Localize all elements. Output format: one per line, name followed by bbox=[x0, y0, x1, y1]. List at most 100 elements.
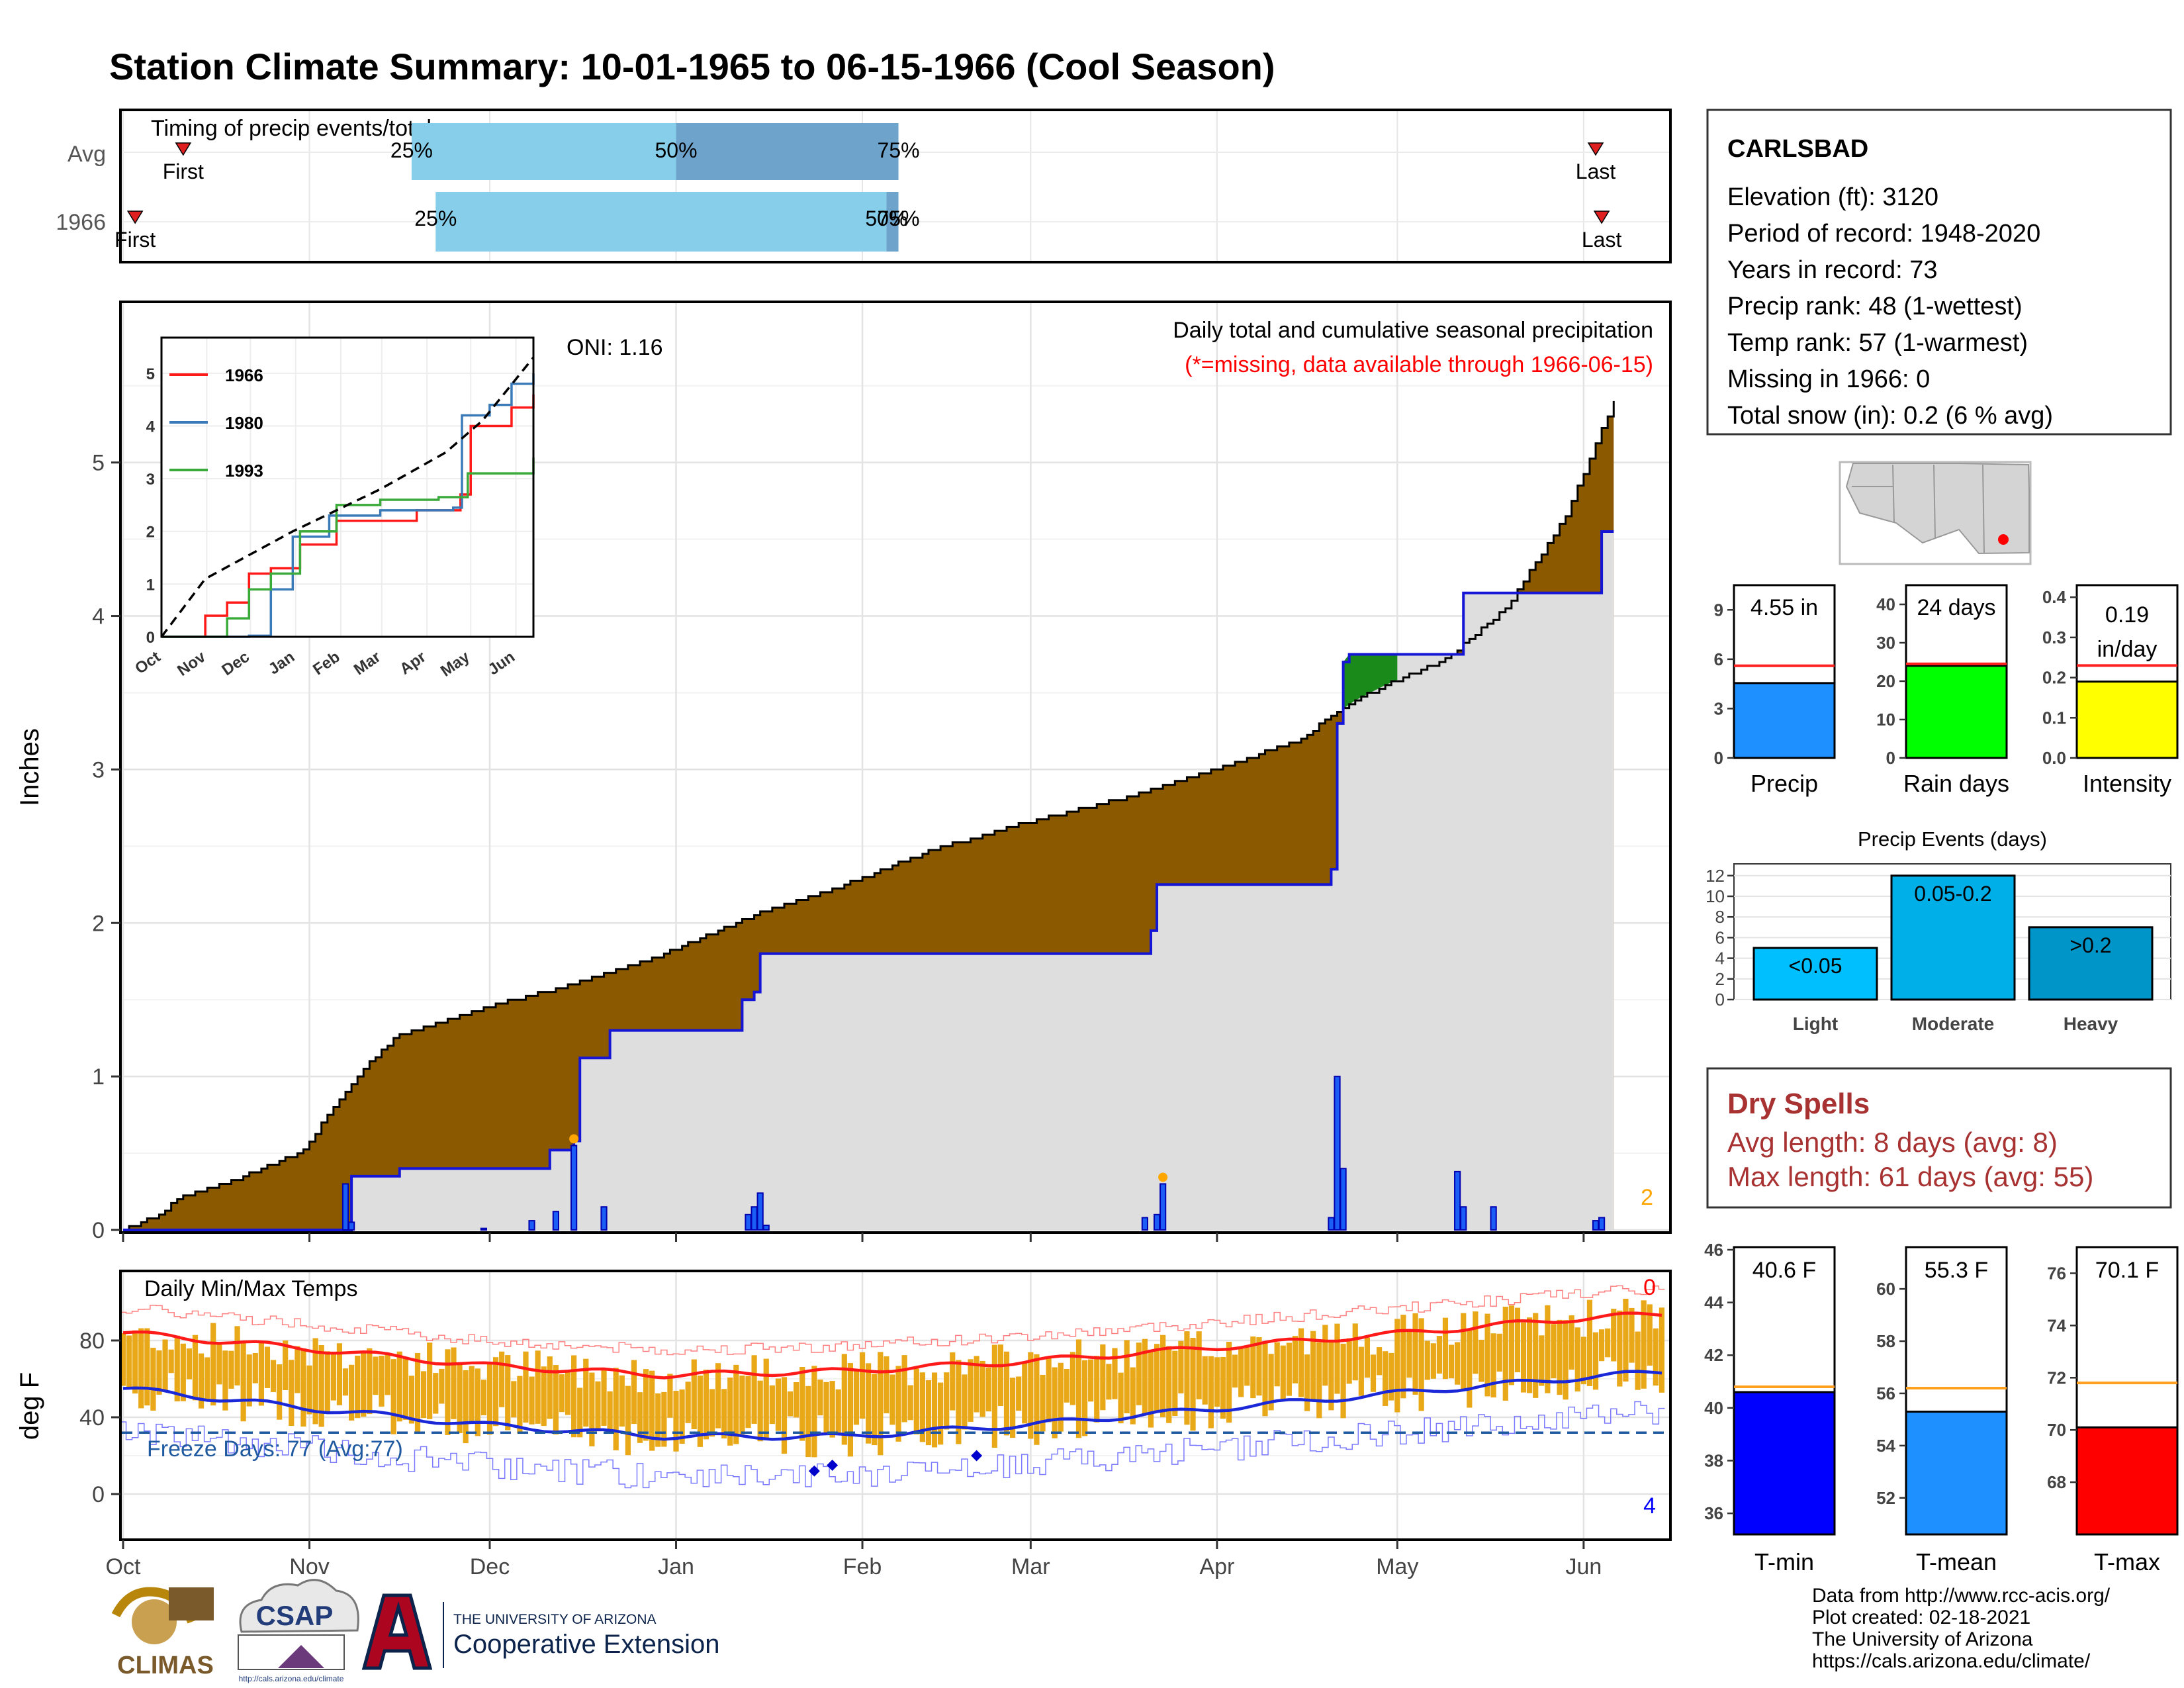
max-daily-marker bbox=[1158, 1172, 1168, 1182]
inset-series-line bbox=[161, 457, 535, 638]
temp-summary-tick-label: 40 bbox=[1704, 1398, 1723, 1418]
timing-panel: Timing of precip events/totals Avg 1966 … bbox=[56, 109, 1672, 263]
daily-temp-bar bbox=[1352, 1323, 1358, 1381]
daily-temp-bar bbox=[1022, 1362, 1028, 1424]
daily-temp-bar bbox=[733, 1364, 739, 1444]
mini-bar-value bbox=[1733, 682, 1836, 759]
daily-temp-bar bbox=[1262, 1342, 1268, 1417]
temp-ytick-label: 40 bbox=[79, 1405, 105, 1430]
credits-block: Data from http://www.rcc-acis.org/Plot c… bbox=[1812, 1585, 2111, 1672]
daily-precip-bar bbox=[762, 1225, 770, 1231]
temp-summary-tick-label: 74 bbox=[2047, 1315, 2066, 1335]
daily-temp-bar bbox=[1178, 1340, 1184, 1393]
daily-temp-bar bbox=[595, 1381, 601, 1432]
temp-summary-tick-label: 68 bbox=[2047, 1472, 2066, 1492]
timing-title: Timing of precip events/totals bbox=[151, 116, 443, 141]
daily-temp-bar bbox=[1100, 1344, 1106, 1411]
csap-url: http://cals.arizona.edu/climate bbox=[239, 1674, 344, 1683]
month-label: Jan bbox=[658, 1554, 694, 1579]
daily-temp-bar bbox=[938, 1382, 944, 1445]
daily-precip-bar bbox=[1153, 1213, 1161, 1231]
daily-temp-bar bbox=[1202, 1356, 1208, 1405]
mini-bar-tick-label: 0.2 bbox=[2042, 668, 2066, 688]
csap-logo-text: CSAP bbox=[256, 1600, 334, 1631]
summary-bar-charts: 4.55 in 0 3 6 9 Precip 24 days 0 10 20 30 40 Rain da… bbox=[1714, 584, 2179, 797]
temp-ytick-label: 80 bbox=[79, 1329, 105, 1354]
mini-bar-category-label: Rain days bbox=[1903, 770, 2009, 797]
daily-temp-bar bbox=[517, 1376, 523, 1434]
daily-temp-bar bbox=[469, 1366, 475, 1422]
mini-bar-tick-label: 0.3 bbox=[2042, 628, 2066, 647]
daily-temp-bar bbox=[1256, 1337, 1262, 1396]
station-info-line: Total snow (in): 0.2 (6 % avg) bbox=[1727, 402, 2053, 430]
station-info-box: CARLSBAD Elevation (ft): 3120 Period of r… bbox=[1706, 109, 2172, 436]
daily-temp-bar bbox=[1232, 1354, 1238, 1388]
daily-temp-bar bbox=[492, 1357, 499, 1427]
daily-temp-bar bbox=[1527, 1317, 1533, 1393]
daily-temp-bar bbox=[1268, 1354, 1274, 1411]
daily-temp-bar bbox=[1034, 1354, 1040, 1445]
daily-temp-bar bbox=[373, 1356, 379, 1395]
daily-temp-bar bbox=[499, 1351, 505, 1407]
daily-temp-bar bbox=[968, 1359, 974, 1422]
daily-temp-bar bbox=[805, 1385, 811, 1458]
daily-temp-bar bbox=[637, 1392, 643, 1443]
temp-summary-bar bbox=[2075, 1426, 2179, 1536]
temp-summary-tick-label: 56 bbox=[1876, 1383, 1895, 1403]
daily-temp-bar bbox=[120, 1333, 126, 1386]
daily-temp-bar bbox=[367, 1348, 373, 1415]
daily-temp-bar bbox=[1455, 1342, 1461, 1385]
record-low-marker bbox=[808, 1465, 820, 1477]
daily-temp-bar bbox=[535, 1350, 541, 1424]
daily-temp-bar bbox=[144, 1328, 150, 1406]
daily-temp-bar bbox=[1124, 1340, 1130, 1414]
daily-temp-bar bbox=[475, 1368, 480, 1436]
events-bar bbox=[1752, 947, 1878, 1001]
daily-temp-bar bbox=[878, 1352, 884, 1456]
daily-temp-bar bbox=[1358, 1346, 1364, 1396]
events-bar-label: 0.05-0.2 bbox=[1914, 882, 1991, 906]
daily-temp-bar bbox=[1028, 1352, 1034, 1439]
daily-temp-bar bbox=[1292, 1336, 1298, 1383]
daily-temp-bar bbox=[1479, 1339, 1484, 1382]
daily-temp-bar bbox=[1551, 1324, 1557, 1379]
daily-temp-bar bbox=[1244, 1346, 1250, 1386]
mini-bar-value-label: 0.19 bbox=[2105, 602, 2149, 628]
timing-first-label: First bbox=[163, 160, 204, 183]
daily-temp-bar bbox=[1220, 1356, 1226, 1419]
precip-ytick-label: 0 bbox=[92, 1218, 105, 1243]
daily-temp-bar bbox=[794, 1382, 799, 1418]
daily-temp-bar bbox=[1148, 1349, 1154, 1428]
daily-temp-bar bbox=[715, 1363, 721, 1429]
daily-precip-bar bbox=[1490, 1206, 1497, 1231]
daily-temp-bar bbox=[1383, 1351, 1388, 1406]
daily-temp-bar bbox=[775, 1378, 782, 1431]
daily-temp-bar bbox=[1003, 1351, 1010, 1436]
above-average-area bbox=[1343, 654, 1398, 709]
daily-temp-bar bbox=[1461, 1313, 1467, 1389]
daily-temp-bar bbox=[1136, 1342, 1142, 1405]
timing-last-label: Last bbox=[1582, 228, 1622, 252]
max-daily-marker bbox=[569, 1134, 579, 1144]
month-label: Jun bbox=[1565, 1554, 1602, 1579]
station-info-line: Period of record: 1948-2020 bbox=[1727, 220, 2040, 248]
timing-p50-label: 50% bbox=[865, 207, 907, 230]
daily-temp-bar bbox=[655, 1393, 661, 1447]
daily-precip-bar bbox=[570, 1145, 578, 1231]
daily-temp-bar bbox=[132, 1330, 138, 1394]
daily-temp-bar bbox=[396, 1351, 402, 1422]
daily-temp-bar bbox=[1250, 1336, 1256, 1399]
daily-temp-bar bbox=[379, 1356, 385, 1407]
daily-temp-bar bbox=[541, 1366, 547, 1427]
daily-temp-bar bbox=[1647, 1304, 1653, 1366]
dry-frame bbox=[1706, 1067, 2172, 1209]
daily-temp-bar bbox=[571, 1355, 577, 1438]
daily-temp-bar bbox=[1106, 1364, 1112, 1400]
daily-temp-bar bbox=[817, 1380, 823, 1416]
daily-temp-bar bbox=[1599, 1329, 1605, 1362]
timing-label-avg: Avg bbox=[68, 142, 106, 167]
temp-summary-tick-label: 76 bbox=[2047, 1263, 2066, 1283]
daily-temp-bar bbox=[1040, 1374, 1046, 1432]
daily-temp-bar bbox=[721, 1389, 727, 1438]
